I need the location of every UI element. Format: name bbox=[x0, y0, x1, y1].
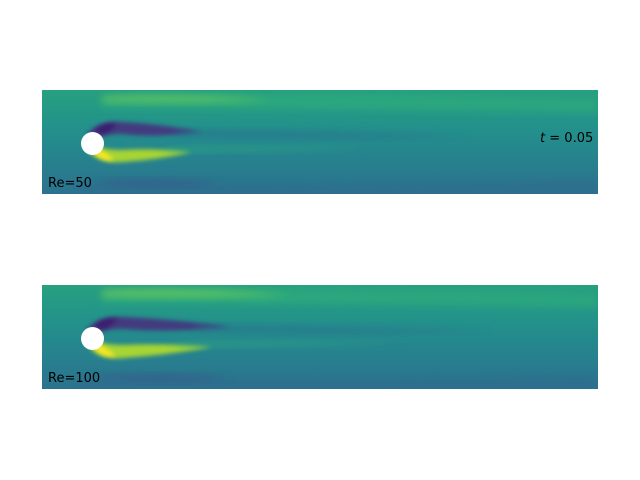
lower-dark-streak bbox=[102, 179, 222, 187]
lower-shear-layer bbox=[86, 144, 192, 163]
upper-vortex-core bbox=[94, 318, 118, 329]
reynolds-label: Re=100 bbox=[48, 371, 101, 386]
upper-vortex-core bbox=[94, 123, 117, 134]
cylinder bbox=[81, 327, 104, 350]
upper-shear-layer bbox=[86, 121, 202, 140]
reynolds-label: Re=50 bbox=[48, 176, 92, 191]
time-symbol: t bbox=[540, 131, 546, 146]
flow-field-panel-re50: Re=50 bbox=[42, 90, 598, 194]
time-separator: = bbox=[549, 131, 561, 146]
upper-bright-streak bbox=[102, 288, 292, 298]
upper-wake-tail bbox=[192, 325, 492, 333]
lower-shear-layer bbox=[86, 339, 212, 359]
upper-wake-tail bbox=[172, 130, 472, 138]
time-value: 0.05 bbox=[564, 131, 594, 146]
lower-wake-tail bbox=[162, 147, 372, 152]
lower-dark-streak bbox=[102, 374, 232, 382]
upper-bright-streak bbox=[102, 94, 272, 103]
flow-field-re100 bbox=[42, 285, 598, 389]
cylinder bbox=[81, 132, 104, 155]
lower-velocity-band bbox=[82, 180, 598, 194]
flow-field-panel-re100: Re=100 bbox=[42, 285, 598, 389]
time-annotation: t = 0.05 bbox=[540, 130, 593, 148]
upper-shear-layer bbox=[86, 316, 232, 335]
lower-wake-tail bbox=[172, 342, 402, 347]
lower-velocity-band bbox=[82, 375, 598, 389]
flow-field-re50 bbox=[42, 90, 598, 194]
